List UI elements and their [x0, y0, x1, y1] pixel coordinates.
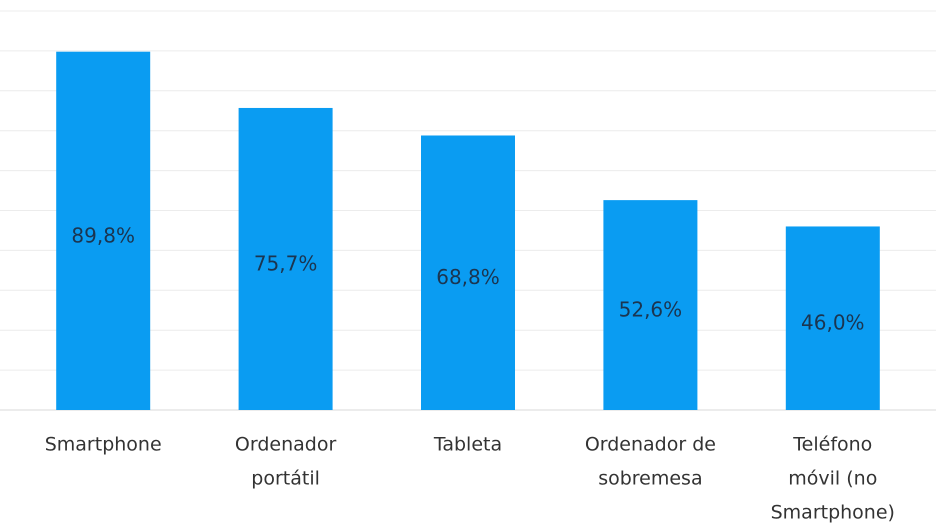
value-label: 68,8%	[436, 265, 500, 289]
x-tick-label: Teléfono	[792, 434, 872, 456]
x-tick-label: Smartphone	[45, 434, 162, 456]
x-tick-label: portátil	[251, 468, 320, 490]
bar	[56, 51, 151, 410]
bar	[238, 107, 333, 410]
bar	[603, 200, 698, 410]
bar	[421, 135, 515, 410]
x-tick-label: móvil (no	[788, 468, 877, 490]
x-tick-label: sobremesa	[598, 468, 702, 490]
value-label: 46,0%	[801, 311, 865, 335]
bar	[785, 226, 880, 410]
x-tick-label: Smartphone)	[771, 502, 895, 524]
x-tick-label: Ordenador de	[585, 434, 716, 456]
value-label: 52,6%	[619, 298, 683, 322]
value-label: 89,8%	[71, 223, 135, 247]
value-label: 75,7%	[254, 251, 318, 275]
x-tick-label: Tableta	[433, 434, 502, 456]
x-tick-label: Ordenador	[235, 434, 337, 456]
